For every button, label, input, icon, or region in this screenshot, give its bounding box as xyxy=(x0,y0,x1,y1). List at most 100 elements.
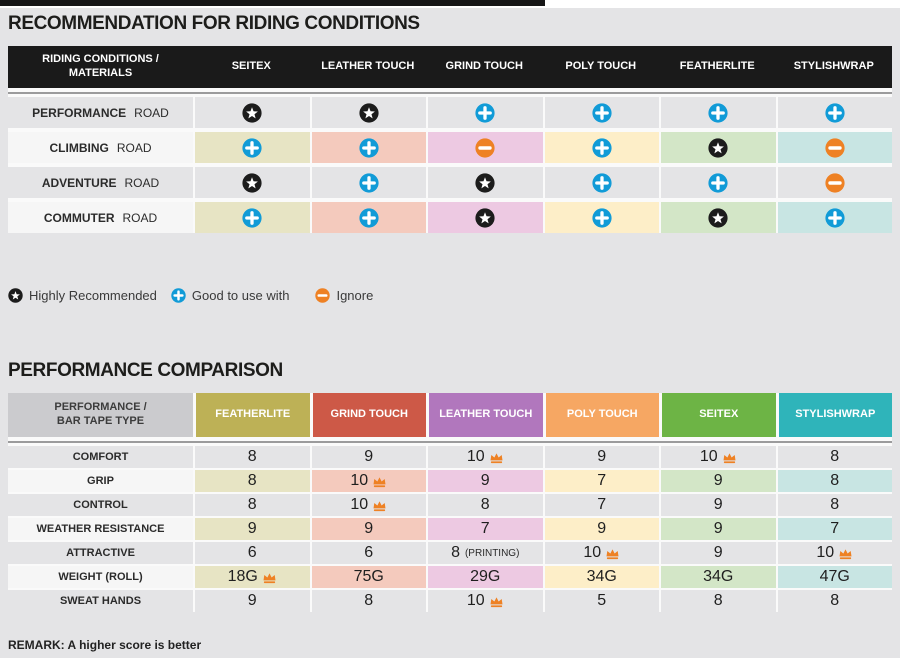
crown-icon xyxy=(489,596,504,608)
rating-cell xyxy=(426,132,543,163)
score-cell: 8 xyxy=(193,446,310,468)
star-icon xyxy=(359,102,379,123)
column-header: FEATHERLITE xyxy=(193,393,310,437)
plus-icon xyxy=(171,288,186,303)
metric-label: WEATHER RESISTANCE xyxy=(8,518,193,540)
rating-cell xyxy=(542,97,659,128)
score-cell: 8 xyxy=(309,590,426,612)
score-cell: 9 xyxy=(193,590,310,612)
condition-suffix: ROAD xyxy=(116,140,152,155)
score-value: 9 xyxy=(713,472,723,489)
column-header: PERFORMANCE / BAR TAPE TYPE xyxy=(8,393,193,437)
plus-icon xyxy=(592,207,612,228)
column-header-label: POLY TOUCH xyxy=(566,408,638,421)
rating-cell xyxy=(542,132,659,163)
riding-condition-label: CLIMBING ROAD xyxy=(8,132,193,163)
rating-cell xyxy=(309,97,426,128)
legend-label: Ignore xyxy=(336,288,374,303)
rating-cell xyxy=(659,167,776,198)
score-value: 5 xyxy=(597,592,607,609)
score-note: (PRINTING) xyxy=(464,547,520,559)
legend-label: Good to use with xyxy=(191,288,290,303)
score-cell: 7 xyxy=(775,518,892,540)
column-header: SEITEX xyxy=(659,393,776,437)
rating-cell xyxy=(542,167,659,198)
score-value: 8 xyxy=(247,448,257,465)
score-cell: 6 xyxy=(193,542,310,564)
table-row: COMMUTER ROAD xyxy=(8,202,892,233)
column-header: POLY TOUCH xyxy=(542,393,659,437)
score-cell: 9 xyxy=(193,518,310,540)
table-row: WEATHER RESISTANCE 9 9 7 9 9 7 xyxy=(8,518,892,540)
score-cell: 34G xyxy=(542,566,659,588)
column-header: POLY TOUCH xyxy=(543,46,660,88)
condition-suffix: ROAD xyxy=(124,175,160,190)
score-cell: 8 xyxy=(193,470,310,492)
score-cell: 8 xyxy=(659,590,776,612)
recommendation-table-header: RIDING CONDITIONS / MATERIALS SEITEX LEATH… xyxy=(8,46,892,88)
score-cell: 7 xyxy=(426,518,543,540)
score-value: 10 xyxy=(466,448,485,465)
rating-cell xyxy=(426,202,543,233)
condition-suffix: ROAD xyxy=(122,210,158,225)
score-value: 8 xyxy=(830,496,840,513)
rating-cell xyxy=(542,202,659,233)
riding-condition-label: PERFORMANCE ROAD xyxy=(8,97,193,128)
column-header: RIDING CONDITIONS / MATERIALS xyxy=(8,46,193,88)
score-value: 6 xyxy=(247,544,257,561)
divider xyxy=(8,88,892,97)
plus-icon xyxy=(359,207,379,228)
column-header-label: STYLISHWRAP xyxy=(795,408,876,421)
top-bar xyxy=(0,0,545,6)
score-cell: 9 xyxy=(659,518,776,540)
legend-item: Good to use with xyxy=(171,288,290,303)
star-icon xyxy=(708,207,728,228)
condition-name: ADVENTURE xyxy=(41,175,117,190)
column-header-label: GRIND TOUCH xyxy=(330,408,408,421)
condition-suffix: ROAD xyxy=(134,105,169,120)
plus-icon xyxy=(825,207,845,228)
rating-cell xyxy=(193,167,310,198)
metric-label: COMFORT xyxy=(8,446,193,468)
star-icon xyxy=(242,172,262,193)
score-cell: 8 (PRINTING) xyxy=(426,542,543,564)
minus-icon xyxy=(475,137,495,158)
crown-icon xyxy=(489,452,504,464)
score-cell: 8 xyxy=(426,494,543,516)
rating-cell xyxy=(193,202,310,233)
score-value: 9 xyxy=(597,448,607,465)
score-cell: 8 xyxy=(193,494,310,516)
score-value: 10 xyxy=(350,472,369,489)
infographic-panel: RECOMMENDATION FOR RIDING CONDITIONS RID… xyxy=(0,8,900,658)
legend-item: Ignore xyxy=(315,288,373,303)
metric-label: SWEAT HANDS xyxy=(8,590,193,612)
column-header-label: FEATHERLITE xyxy=(679,60,755,73)
score-value: 8 xyxy=(830,472,840,489)
score-cell: 9 xyxy=(659,542,776,564)
column-header: GRIND TOUCH xyxy=(309,393,426,437)
score-value: 9 xyxy=(364,448,374,465)
score-value: 10 xyxy=(816,544,835,561)
score-cell: 47G xyxy=(775,566,892,588)
comparison-table-rows: COMFORT 8 9 10 9 10 8 GRIP 8 10 9 7 9 8 CONTROL 8 10 … xyxy=(8,446,892,612)
comparison-table: PERFORMANCE / BAR TAPE TYPE FEATHERLITE GR… xyxy=(8,393,892,612)
plus-icon xyxy=(242,137,262,158)
score-cell: 8 xyxy=(775,494,892,516)
column-header-label: GRIND TOUCH xyxy=(445,60,523,73)
riding-condition-label: ADVENTURE ROAD xyxy=(8,167,193,198)
crown-icon xyxy=(838,548,853,560)
score-cell: 75G xyxy=(309,566,426,588)
table-row: GRIP 8 10 9 7 9 8 xyxy=(8,470,892,492)
score-value: 8 xyxy=(830,592,840,609)
column-header-label: RIDING CONDITIONS / MATERIALS xyxy=(42,53,159,79)
score-cell: 10 xyxy=(426,590,543,612)
legend-label: Highly Recommended xyxy=(29,288,157,303)
column-header-label: FEATHERLITE xyxy=(215,408,291,421)
score-value: 9 xyxy=(364,520,374,537)
score-value: 34G xyxy=(703,568,734,585)
star-icon xyxy=(242,102,262,123)
score-cell: 10 xyxy=(309,470,426,492)
score-cell: 10 xyxy=(426,446,543,468)
plus-icon xyxy=(825,102,845,123)
score-value: 29G xyxy=(470,568,501,585)
